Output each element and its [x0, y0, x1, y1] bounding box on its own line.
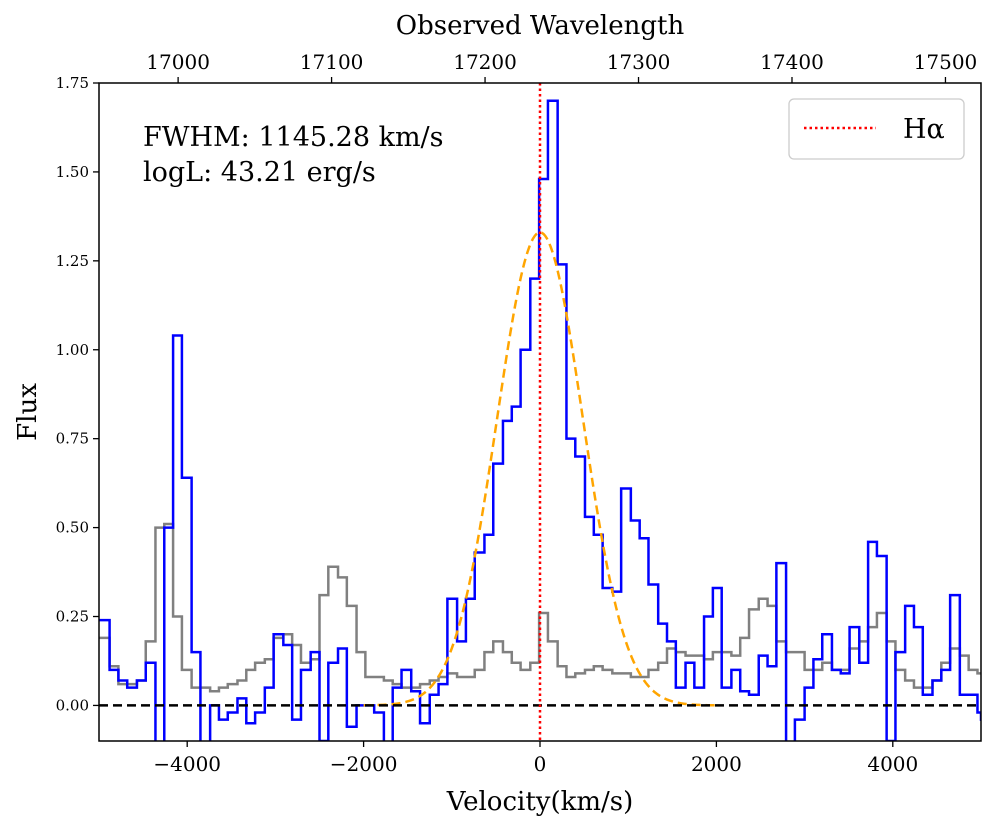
top-tick-label: 17500	[914, 50, 978, 74]
gaussian-fit-curve	[363, 231, 717, 707]
legend: Hα	[788, 98, 965, 160]
y-tick-label: 1.00	[56, 341, 89, 359]
noise-spectrum-line	[99, 522, 981, 693]
top-axis-title: Observed Wavelength	[396, 11, 685, 41]
fwhm-annotation: FWHM: 1145.28 km/s	[143, 122, 444, 153]
x-tick-label: 2000	[691, 752, 742, 776]
y-tick-label: 1.75	[56, 74, 89, 92]
legend-box	[788, 98, 965, 160]
top-tick-label: 17300	[607, 50, 671, 74]
top-tick-label: 17400	[760, 50, 824, 74]
x-tick-label: −2000	[330, 752, 398, 776]
y-tick-label: 0.75	[56, 430, 89, 448]
y-tick-label: 1.50	[56, 163, 89, 181]
top-tick-label: 17000	[146, 50, 210, 74]
legend-halpha-label: Hα	[903, 114, 945, 145]
x-tick-label: 4000	[867, 752, 918, 776]
y-tick-label: 0.25	[56, 608, 89, 626]
x-tick-label: −4000	[153, 752, 221, 776]
y-tick-label: 0.00	[56, 696, 89, 714]
y-tick-label: 0.50	[56, 519, 89, 537]
plot-frame	[98, 82, 982, 742]
logl-annotation: logL: 43.21 erg/s	[143, 157, 376, 188]
y-axis-ticks: 0.00 0.25 0.50 0.75 1.00 1.25 1.50 1.75	[56, 74, 99, 714]
top-axis-ticks: 17000 17100 17200 17300 17400 17500	[146, 50, 977, 83]
x-axis-title: Velocity(km/s)	[446, 787, 634, 817]
y-axis-title: Flux	[13, 383, 43, 441]
observed-spectrum-line	[99, 99, 981, 741]
x-tick-label: 0	[534, 752, 547, 776]
top-tick-label: 17100	[300, 50, 364, 74]
y-tick-label: 1.25	[56, 252, 89, 270]
top-tick-label: 17200	[453, 50, 517, 74]
x-axis-ticks: −4000 −2000 0 2000 4000	[153, 741, 918, 776]
